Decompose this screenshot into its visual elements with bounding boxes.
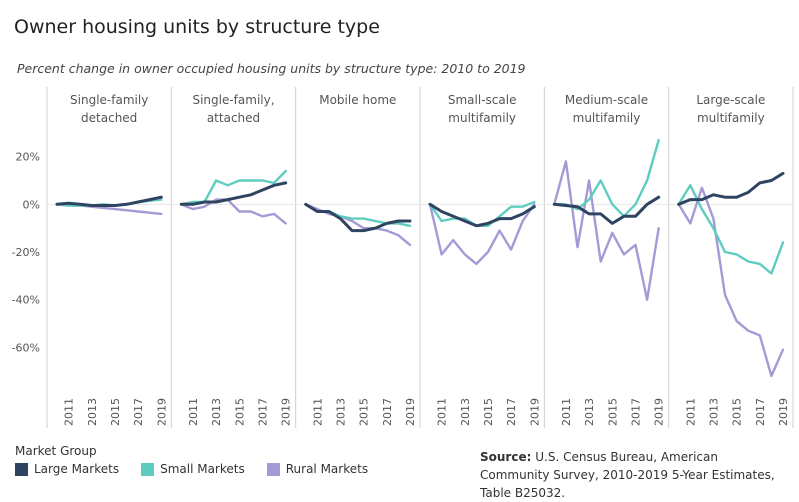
x-tick-label: 2017	[630, 398, 643, 426]
panel-title: Single-family,	[192, 93, 274, 107]
legend-label-rural: Rural Markets	[285, 462, 369, 476]
x-tick-label: 2017	[505, 398, 518, 426]
x-tick-label: 2017	[257, 398, 270, 426]
panel-title: Mobile home	[319, 93, 396, 107]
x-tick-label: 2017	[381, 398, 394, 426]
x-tick-label: 2015	[233, 398, 246, 426]
x-tick-label: 2015	[358, 398, 371, 426]
x-tick-label: 2011	[436, 398, 449, 426]
source-note: Source: U.S. Census Bureau, American Com…	[480, 448, 790, 502]
x-tick-label: 2019	[777, 398, 790, 426]
x-tick-label: 2019	[528, 398, 541, 426]
x-tick-label: 2013	[334, 398, 347, 426]
y-tick-label: 20%	[16, 151, 40, 164]
panel-title: attached	[207, 111, 260, 125]
series-line-large-markets	[304, 202, 412, 233]
series-line-large-markets	[552, 195, 661, 225]
x-tick-label: 2015	[482, 398, 495, 426]
source-text: U.S. Census Bureau, American Community S…	[480, 450, 775, 500]
x-tick-label: 2011	[187, 398, 200, 426]
x-tick-label: 2011	[684, 398, 697, 426]
legend-swatch-large	[15, 462, 28, 476]
x-tick-label: 2011	[560, 398, 573, 426]
x-tick-label: 2019	[155, 398, 168, 426]
y-tick-label: -20%	[12, 246, 40, 259]
series-line-small-markets	[677, 184, 785, 275]
small-multiples-chart: 20% 0% -20% -40% -60% Single-family detached 20…	[12, 87, 794, 428]
x-tick-label: 2019	[653, 398, 666, 426]
x-tick-label: 2011	[311, 398, 324, 426]
x-tick-label: 2013	[86, 398, 99, 426]
legend-item-rural-markets[interactable]: Rural Markets	[266, 462, 369, 476]
legend-label-large: Large Markets	[34, 462, 120, 476]
x-tick-label: 2019	[404, 398, 417, 426]
series-line-large-markets	[677, 171, 785, 206]
legend-swatch-small	[141, 462, 155, 476]
panel-title: Medium-scale	[565, 93, 648, 107]
x-tick-label: 2013	[459, 398, 472, 426]
legend: Market Group Large Markets Small Markets…	[15, 444, 390, 476]
series-line-large-markets	[55, 195, 163, 207]
y-tick-label: -60%	[12, 341, 40, 354]
panel-title: multifamily	[573, 111, 641, 125]
x-tick-label: 2015	[606, 398, 619, 426]
x-tick-label: 2015	[109, 398, 122, 426]
series-line-rural-markets	[553, 160, 660, 301]
panel-title: Small-scale	[448, 93, 517, 107]
series-line-rural-markets	[180, 198, 287, 225]
panel-title: Large-scale	[696, 93, 765, 107]
x-tick-label: 2013	[583, 398, 596, 426]
series-line-rural-markets	[428, 203, 536, 266]
legend-title: Market Group	[15, 444, 97, 458]
source-label: Source:	[480, 450, 532, 464]
panel-title: Single-family	[70, 93, 148, 107]
chart-subtitle: Percent change in owner occupied housing…	[17, 61, 526, 76]
panel-title: multifamily	[697, 111, 765, 125]
panel-title: multifamily	[448, 111, 516, 125]
panel-title: detached	[81, 111, 137, 125]
chart-title: Owner housing units by structure type	[14, 16, 380, 38]
x-tick-label: 2017	[132, 398, 145, 426]
legend-swatch-rural	[266, 462, 280, 476]
series-line-rural-markets	[677, 186, 785, 378]
y-tick-label: -40%	[12, 294, 40, 307]
series-line-large-markets	[428, 202, 536, 228]
y-tick-label: 0%	[23, 198, 40, 211]
legend-label-small: Small Markets	[160, 462, 245, 476]
x-tick-label: 2013	[707, 398, 720, 426]
series-line-large-markets	[179, 181, 288, 206]
legend-item-small-markets[interactable]: Small Markets	[141, 462, 245, 476]
legend-item-large-markets[interactable]: Large Markets	[15, 462, 119, 476]
x-tick-label: 2019	[280, 398, 293, 426]
x-tick-label: 2017	[754, 398, 767, 426]
x-tick-label: 2013	[210, 398, 223, 426]
x-tick-label: 2015	[731, 398, 744, 426]
x-tick-label: 2011	[63, 398, 76, 426]
